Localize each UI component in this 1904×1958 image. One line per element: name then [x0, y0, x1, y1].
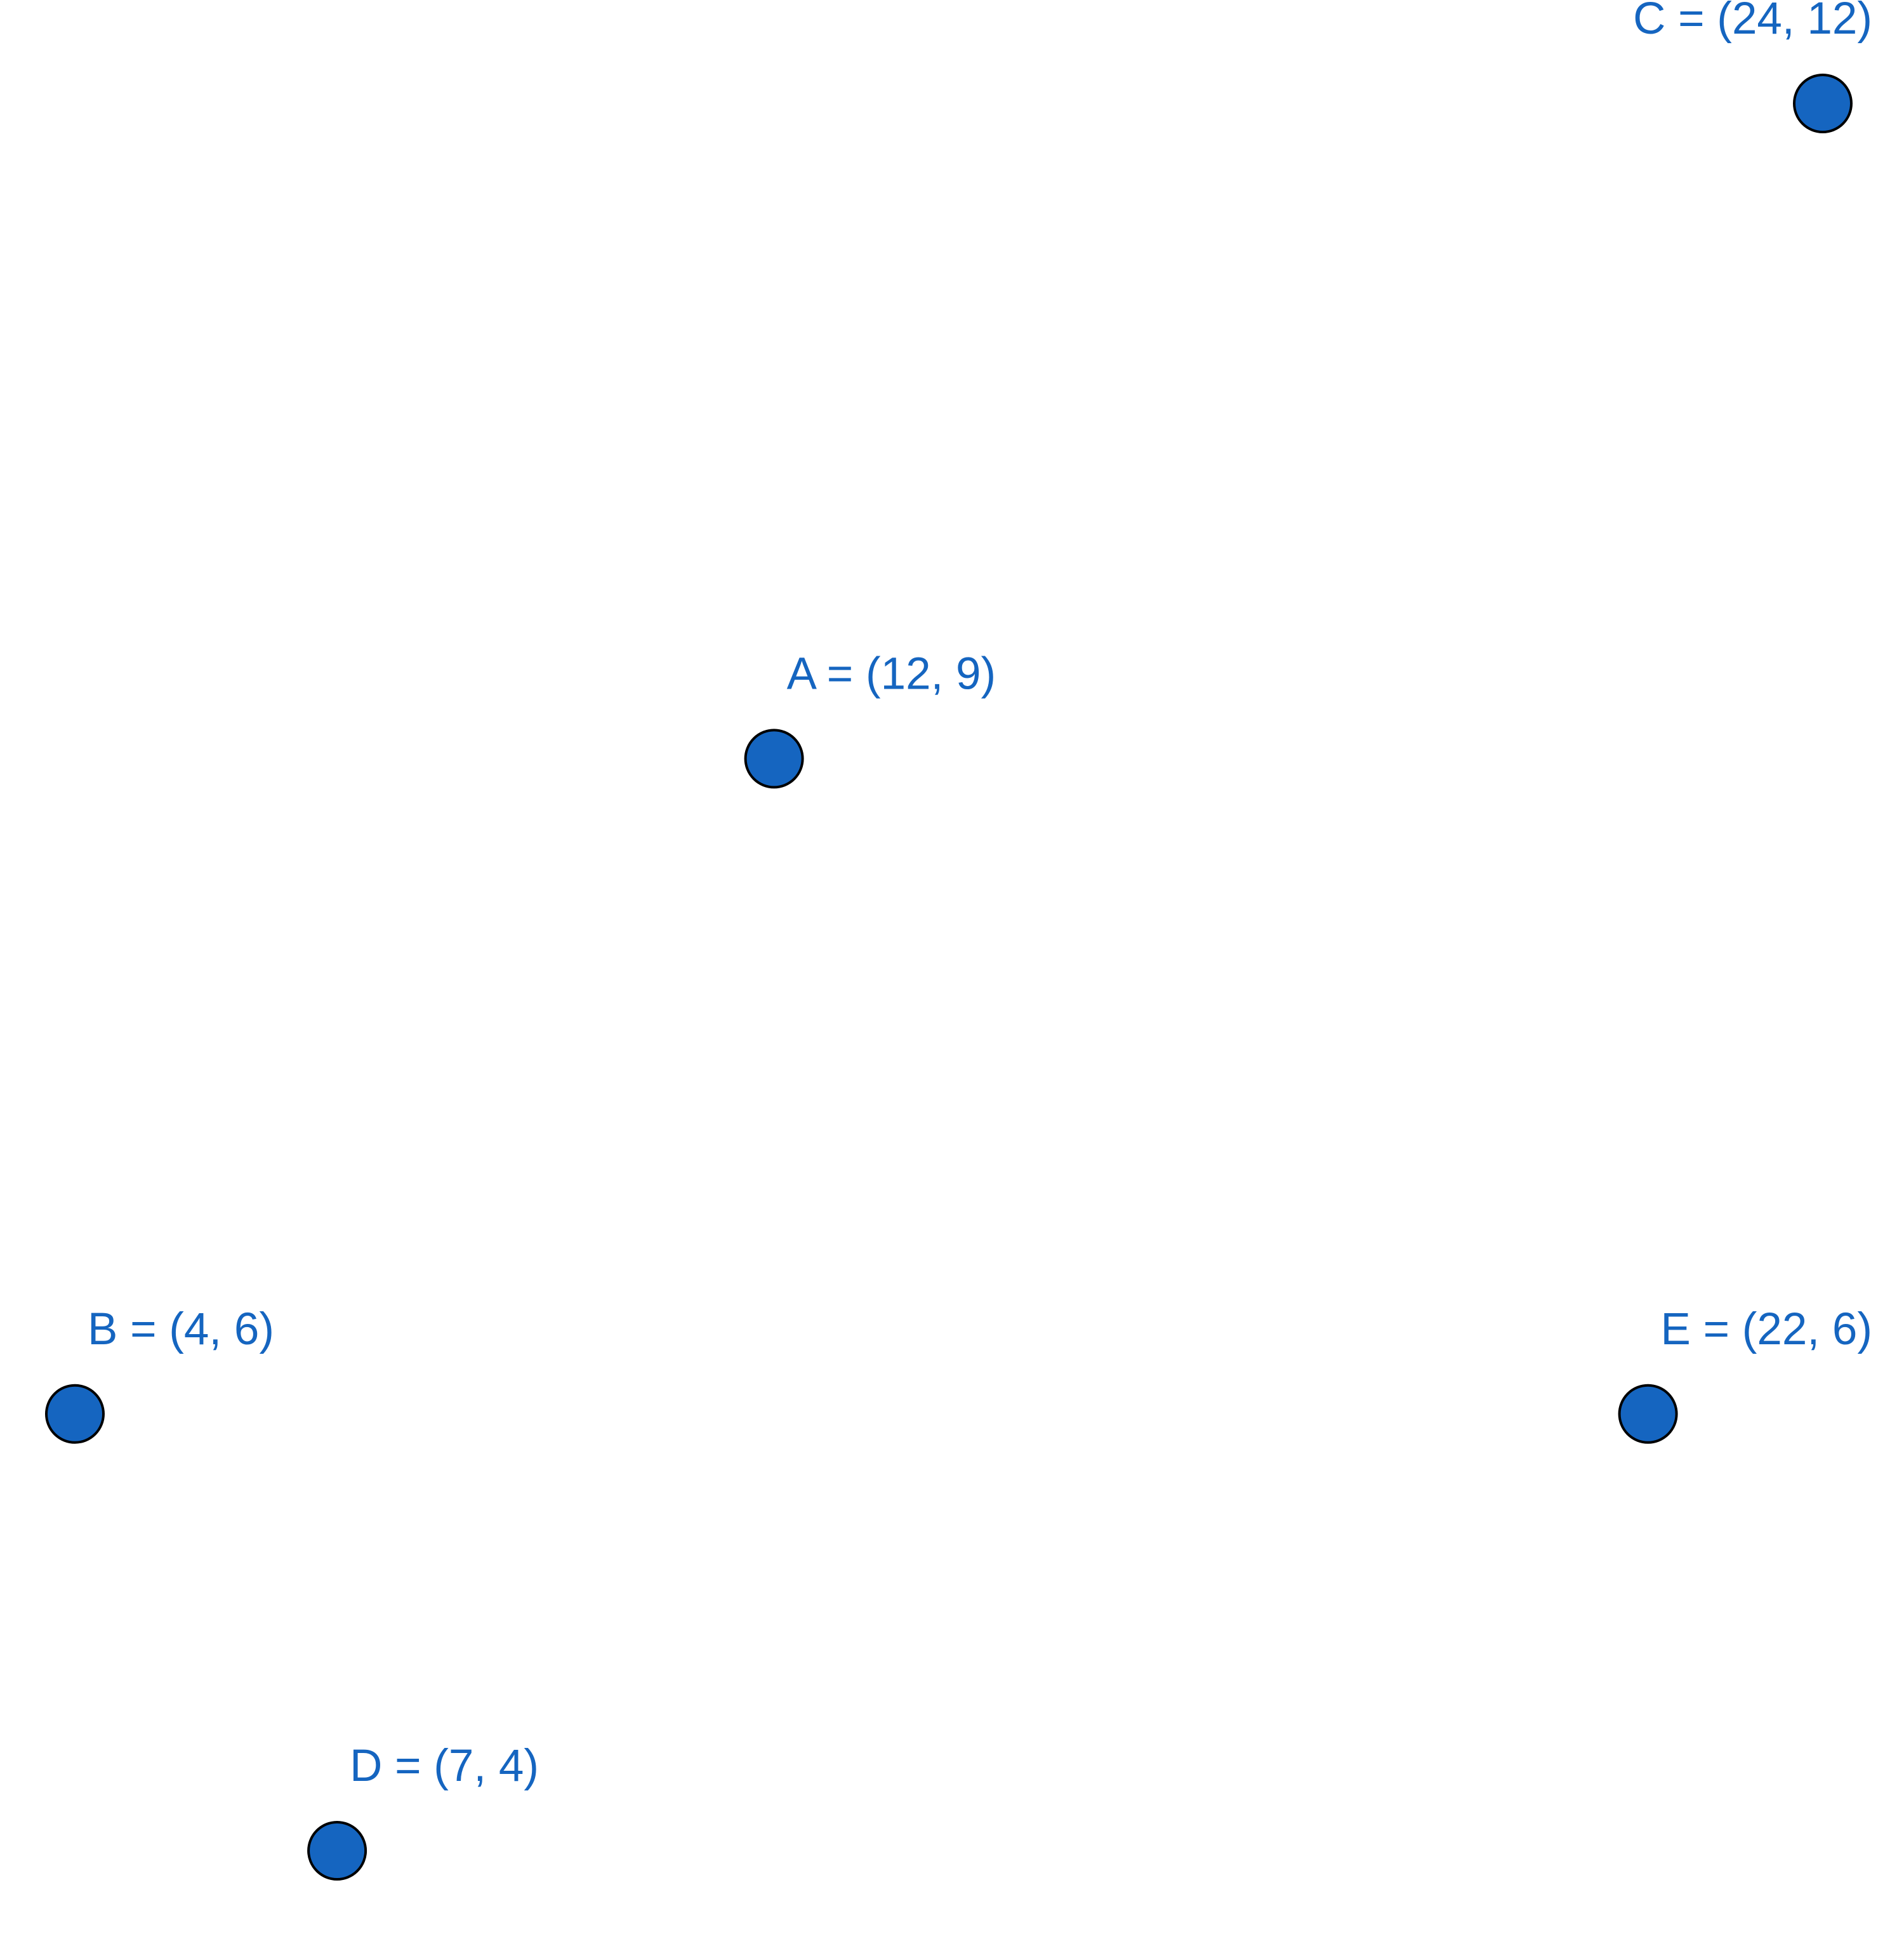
point-label: E = (22, 6): [1661, 1304, 1872, 1354]
point: [307, 1821, 367, 1881]
point-label: D = (7, 4): [350, 1741, 539, 1791]
point-label: A = (12, 9): [787, 649, 996, 699]
point: [1793, 74, 1853, 133]
point: [45, 1384, 105, 1444]
point-label: B = (4, 6): [88, 1304, 274, 1354]
point: [744, 729, 804, 789]
point-label: C = (24, 12): [1633, 0, 1872, 44]
point: [1618, 1384, 1678, 1444]
